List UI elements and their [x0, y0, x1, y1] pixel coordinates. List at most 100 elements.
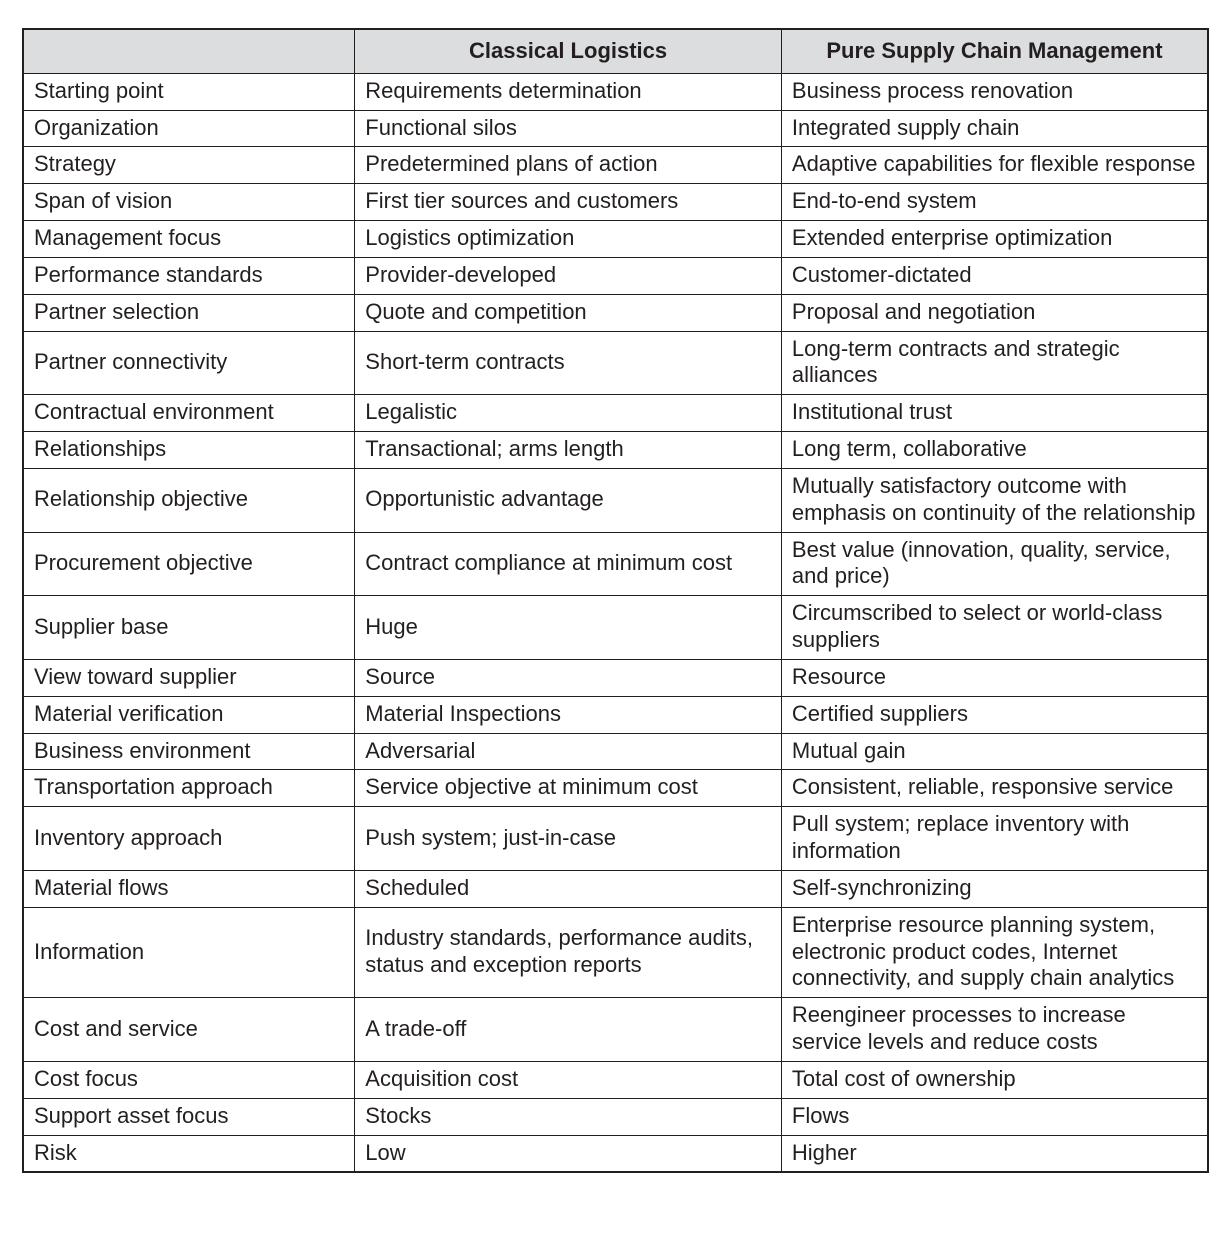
cell-classical: Source — [355, 659, 782, 696]
cell-classical: Quote and competition — [355, 294, 782, 331]
table-row: Cost and serviceA trade-offReengineer pr… — [23, 998, 1208, 1062]
row-label: View toward supplier — [23, 659, 355, 696]
cell-scm: End-to-end system — [781, 184, 1208, 221]
cell-scm: Self-synchronizing — [781, 870, 1208, 907]
table-row: Inventory approachPush system; just-in-c… — [23, 807, 1208, 871]
table-row: Material verificationMaterial Inspection… — [23, 696, 1208, 733]
table-row: Span of visionFirst tier sources and cus… — [23, 184, 1208, 221]
table-row: Starting pointRequirements determination… — [23, 73, 1208, 110]
table-row: Performance standardsProvider-developedC… — [23, 257, 1208, 294]
table-body: Starting pointRequirements determination… — [23, 73, 1208, 1172]
cell-classical: Functional silos — [355, 110, 782, 147]
table-row: RiskLowHigher — [23, 1135, 1208, 1172]
table-row: Partner connectivityShort-term contracts… — [23, 331, 1208, 395]
cell-classical: Legalistic — [355, 395, 782, 432]
cell-classical: Acquisition cost — [355, 1061, 782, 1098]
row-label: Partner selection — [23, 294, 355, 331]
table-header: Classical Logistics Pure Supply Chain Ma… — [23, 29, 1208, 73]
table-row: OrganizationFunctional silosIntegrated s… — [23, 110, 1208, 147]
cell-scm: Mutual gain — [781, 733, 1208, 770]
row-label: Strategy — [23, 147, 355, 184]
row-label: Material flows — [23, 870, 355, 907]
table-row: Partner selectionQuote and competitionPr… — [23, 294, 1208, 331]
row-label: Inventory approach — [23, 807, 355, 871]
table-row: Cost focusAcquisition costTotal cost of … — [23, 1061, 1208, 1098]
cell-classical: A trade-off — [355, 998, 782, 1062]
cell-classical: Push system; just-in-case — [355, 807, 782, 871]
cell-classical: Material Inspections — [355, 696, 782, 733]
table-row: Supplier baseHugeCircumscribed to select… — [23, 596, 1208, 660]
row-label: Transportation approach — [23, 770, 355, 807]
row-label: Span of vision — [23, 184, 355, 221]
cell-scm: Reengineer processes to increase service… — [781, 998, 1208, 1062]
table-row: Relationship objectiveOpportunistic adva… — [23, 468, 1208, 532]
row-label: Support asset focus — [23, 1098, 355, 1135]
row-label: Information — [23, 907, 355, 997]
cell-scm: Higher — [781, 1135, 1208, 1172]
cell-scm: Mutually satisfactory outcome with empha… — [781, 468, 1208, 532]
row-label: Procurement objective — [23, 532, 355, 596]
cell-scm: Certified suppliers — [781, 696, 1208, 733]
row-label: Business environment — [23, 733, 355, 770]
cell-scm: Consistent, reliable, responsive service — [781, 770, 1208, 807]
row-label: Partner connectivity — [23, 331, 355, 395]
cell-scm: Pull system; replace inventory with info… — [781, 807, 1208, 871]
table-row: Contractual environmentLegalisticInstitu… — [23, 395, 1208, 432]
row-label: Relationship objective — [23, 468, 355, 532]
cell-scm: Business process renovation — [781, 73, 1208, 110]
table-row: Procurement objectiveContract compliance… — [23, 532, 1208, 596]
cell-classical: Predetermined plans of action — [355, 147, 782, 184]
cell-scm: Resource — [781, 659, 1208, 696]
table-row: Transportation approachService objective… — [23, 770, 1208, 807]
column-header-classical: Classical Logistics — [355, 29, 782, 73]
table-row: InformationIndustry standards, performan… — [23, 907, 1208, 997]
cell-classical: Short-term contracts — [355, 331, 782, 395]
cell-classical: Provider-developed — [355, 257, 782, 294]
cell-scm: Institutional trust — [781, 395, 1208, 432]
cell-scm: Adaptive capabilities for flexible respo… — [781, 147, 1208, 184]
cell-scm: Long-term contracts and strategic allian… — [781, 331, 1208, 395]
cell-classical: Stocks — [355, 1098, 782, 1135]
table-row: RelationshipsTransactional; arms lengthL… — [23, 432, 1208, 469]
cell-classical: Scheduled — [355, 870, 782, 907]
cell-classical: Service objective at minimum cost — [355, 770, 782, 807]
cell-scm: Flows — [781, 1098, 1208, 1135]
row-label: Risk — [23, 1135, 355, 1172]
cell-scm: Enterprise resource planning system, ele… — [781, 907, 1208, 997]
table-row: StrategyPredetermined plans of actionAda… — [23, 147, 1208, 184]
cell-scm: Best value (innovation, quality, service… — [781, 532, 1208, 596]
cell-classical: Industry standards, performance audits, … — [355, 907, 782, 997]
cell-scm: Integrated supply chain — [781, 110, 1208, 147]
cell-classical: Adversarial — [355, 733, 782, 770]
row-label: Performance standards — [23, 257, 355, 294]
column-header-scm: Pure Supply Chain Management — [781, 29, 1208, 73]
cell-classical: Contract compliance at minimum cost — [355, 532, 782, 596]
cell-scm: Circumscribed to select or world-class s… — [781, 596, 1208, 660]
table-row: Business environmentAdversarialMutual ga… — [23, 733, 1208, 770]
cell-classical: Opportunistic advantage — [355, 468, 782, 532]
table-row: Material flowsScheduledSelf-synchronizin… — [23, 870, 1208, 907]
cell-classical: Requirements determination — [355, 73, 782, 110]
column-header-blank — [23, 29, 355, 73]
row-label: Organization — [23, 110, 355, 147]
cell-scm: Long term, collaborative — [781, 432, 1208, 469]
table-header-row: Classical Logistics Pure Supply Chain Ma… — [23, 29, 1208, 73]
row-label: Supplier base — [23, 596, 355, 660]
row-label: Cost and service — [23, 998, 355, 1062]
table-row: Management focusLogistics optimizationEx… — [23, 221, 1208, 258]
table-row: Support asset focusStocksFlows — [23, 1098, 1208, 1135]
cell-scm: Proposal and negotiation — [781, 294, 1208, 331]
row-label: Cost focus — [23, 1061, 355, 1098]
cell-classical: Low — [355, 1135, 782, 1172]
cell-classical: Logistics optimization — [355, 221, 782, 258]
row-label: Relationships — [23, 432, 355, 469]
comparison-table: Classical Logistics Pure Supply Chain Ma… — [22, 28, 1209, 1173]
cell-scm: Total cost of ownership — [781, 1061, 1208, 1098]
row-label: Starting point — [23, 73, 355, 110]
row-label: Contractual environment — [23, 395, 355, 432]
row-label: Management focus — [23, 221, 355, 258]
cell-classical: First tier sources and customers — [355, 184, 782, 221]
row-label: Material verification — [23, 696, 355, 733]
cell-classical: Transactional; arms length — [355, 432, 782, 469]
cell-scm: Extended enterprise optimization — [781, 221, 1208, 258]
